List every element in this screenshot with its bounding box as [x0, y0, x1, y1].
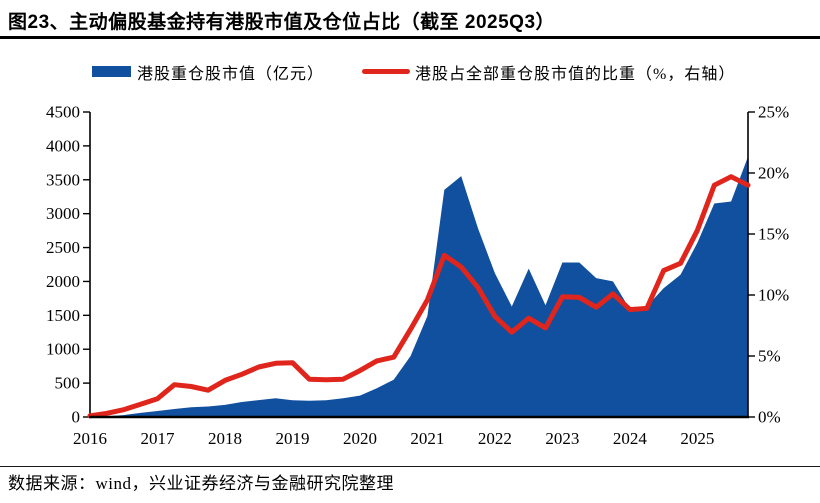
right-tick-label: 10% [758, 286, 789, 305]
x-axis-label: 2018 [208, 429, 242, 448]
title-divider [0, 36, 820, 39]
line-series-ratio [87, 174, 751, 419]
left-tick-label: 0 [72, 408, 81, 427]
legend-label-ratio: 港股占全部重仓股市值的比重（%，右轴） [415, 66, 736, 83]
right-tick-label: 5% [758, 347, 781, 366]
left-tick-label: 4500 [46, 103, 80, 122]
x-axis-label: 2022 [478, 429, 512, 448]
source-divider [0, 466, 820, 468]
right-tick-label: 0% [758, 408, 781, 427]
x-axis-label: 2019 [275, 429, 309, 448]
left-tick-label: 3000 [46, 204, 80, 223]
x-axis-label: 2023 [545, 429, 579, 448]
source-note: 数据来源：wind，兴业证券经济与金融研究院整理 [8, 474, 394, 493]
left-tick-label: 500 [55, 374, 81, 393]
left-tick-label: 4000 [46, 136, 80, 155]
left-tick-label: 1000 [46, 340, 80, 359]
left-tick-label: 3500 [46, 170, 80, 189]
x-axis-label: 2021 [410, 429, 444, 448]
chart-title: 图23、主动偏股基金持有港股市值及仓位占比（截至 2025Q3） [8, 12, 556, 33]
x-axis-label: 2024 [613, 429, 648, 448]
x-axis-label: 2020 [343, 429, 377, 448]
x-axis-label: 2025 [680, 429, 714, 448]
right-tick-label: 25% [758, 103, 789, 122]
legend: 港股重仓股市值（亿元） 港股占全部重仓股市值的比重（%，右轴） [0, 60, 820, 84]
x-axis-label: 2017 [140, 429, 175, 448]
area-series-swatch [92, 66, 131, 77]
area-series-marketcap [90, 156, 748, 417]
legend-label-marketcap: 港股重仓股市值（亿元） [137, 66, 325, 83]
left-tick-label: 1500 [46, 306, 80, 325]
right-tick-label: 15% [758, 225, 789, 244]
right-tick-label: 20% [758, 164, 789, 183]
left-tick-label: 2000 [46, 272, 80, 291]
x-axis-label: 2016 [73, 429, 107, 448]
line-series-swatch [362, 69, 410, 74]
left-tick-label: 2500 [46, 238, 80, 257]
